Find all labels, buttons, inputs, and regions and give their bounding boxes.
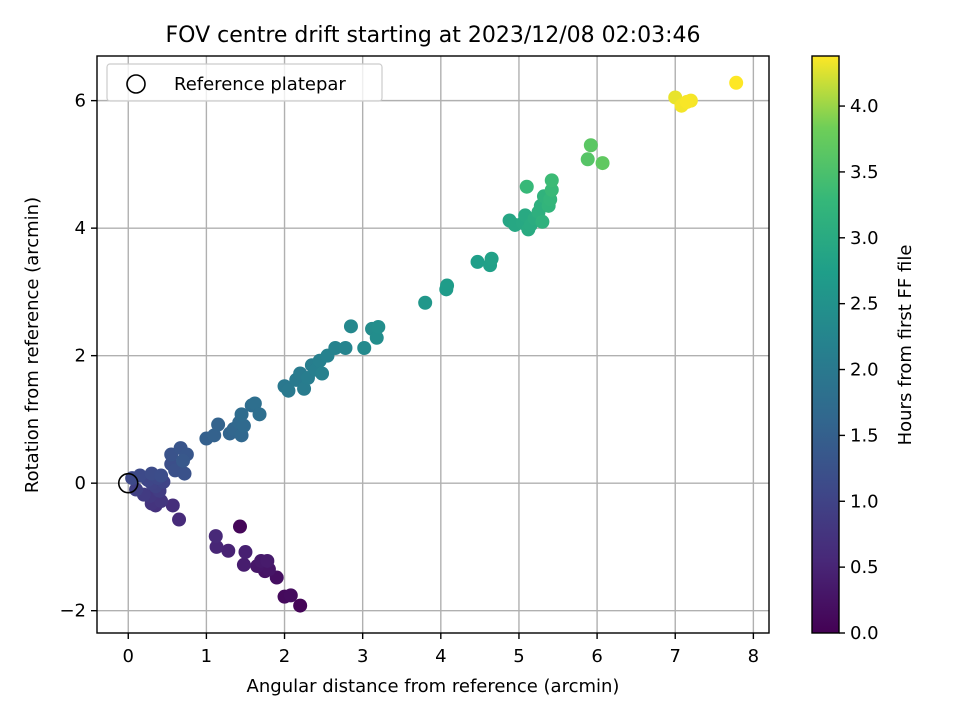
data-point bbox=[357, 341, 372, 356]
colorbar-tick-label: 1.5 bbox=[850, 425, 879, 446]
chart-title: FOV centre drift starting at 2023/12/08 … bbox=[166, 23, 701, 48]
x-axis-ticks: 0 1 2 3 4 5 6 7 8 bbox=[123, 633, 759, 667]
data-point bbox=[281, 383, 296, 398]
data-point bbox=[440, 278, 455, 293]
x-tick-label: 5 bbox=[513, 646, 524, 667]
scatter-points bbox=[125, 75, 744, 613]
x-tick-label: 4 bbox=[435, 646, 446, 667]
data-point bbox=[293, 598, 308, 613]
y-tick-label: 0 bbox=[75, 473, 86, 494]
y-tick-label: 6 bbox=[75, 91, 86, 112]
y-axis-ticks: −2 0 2 4 6 bbox=[59, 91, 97, 622]
data-point bbox=[260, 553, 275, 568]
y-tick-label: 2 bbox=[75, 346, 86, 367]
colorbar-frame bbox=[811, 55, 840, 634]
colorbar-tick-label: 0.5 bbox=[850, 557, 879, 578]
x-tick-label: 7 bbox=[670, 646, 681, 667]
reference-marker-layer bbox=[117, 472, 139, 494]
data-point bbox=[154, 468, 169, 483]
data-point bbox=[211, 417, 226, 432]
data-point bbox=[328, 341, 343, 356]
data-point bbox=[208, 529, 223, 544]
data-point bbox=[484, 251, 499, 266]
legend-box bbox=[106, 63, 383, 102]
data-point bbox=[221, 543, 236, 558]
data-point bbox=[238, 545, 253, 560]
data-point bbox=[236, 418, 251, 433]
data-point bbox=[544, 173, 559, 188]
data-point bbox=[236, 557, 251, 572]
colorbar-tick-label: 1.0 bbox=[850, 491, 879, 512]
data-point bbox=[252, 407, 267, 422]
plot-area: 0 1 2 3 4 5 6 7 8 −2 0 2 4 6 bbox=[59, 55, 770, 667]
data-point bbox=[583, 138, 598, 153]
data-point bbox=[679, 94, 694, 109]
data-point bbox=[207, 428, 222, 443]
data-point bbox=[371, 319, 386, 334]
colorbar-tick-label: 2.0 bbox=[850, 360, 879, 381]
y-tick-label: −2 bbox=[59, 601, 86, 622]
x-tick-label: 1 bbox=[201, 646, 212, 667]
data-point bbox=[165, 498, 180, 513]
data-point bbox=[580, 152, 595, 167]
x-tick-label: 3 bbox=[357, 646, 368, 667]
x-axis-label: Angular distance from reference (arcmin) bbox=[247, 676, 620, 697]
colorbar: 0.0 0.5 1.0 1.5 2.0 2.5 3.0 3.5 4.0 Hours from f… bbox=[811, 55, 916, 644]
legend-label-reference: Reference platepar bbox=[174, 74, 346, 95]
legend-marker-reference bbox=[126, 74, 146, 94]
data-point bbox=[247, 396, 262, 411]
data-point bbox=[232, 519, 247, 534]
data-point bbox=[519, 179, 534, 194]
data-point bbox=[729, 75, 744, 90]
colorbar-tick-label: 3.0 bbox=[850, 228, 879, 249]
data-point bbox=[177, 466, 192, 481]
data-point bbox=[209, 539, 224, 554]
data-point bbox=[234, 407, 249, 422]
colorbar-tick-label: 2.5 bbox=[850, 294, 879, 315]
data-point bbox=[343, 319, 358, 334]
data-point bbox=[283, 588, 298, 603]
data-point bbox=[369, 330, 384, 345]
x-tick-label: 2 bbox=[279, 646, 290, 667]
data-point bbox=[315, 366, 330, 381]
reference-platepar-marker bbox=[117, 472, 139, 494]
colorbar-gradient bbox=[812, 56, 839, 633]
x-tick-label: 0 bbox=[123, 646, 134, 667]
data-point bbox=[544, 182, 559, 197]
plot-frame bbox=[96, 55, 770, 634]
data-point bbox=[175, 453, 190, 468]
legend: Reference platepar bbox=[106, 63, 383, 102]
colorbar-ticks: 0.0 0.5 1.0 1.5 2.0 2.5 3.0 3.5 4.0 bbox=[839, 96, 879, 644]
grid bbox=[97, 56, 769, 633]
data-point bbox=[595, 156, 610, 171]
x-tick-label: 6 bbox=[591, 646, 602, 667]
data-point bbox=[297, 381, 312, 396]
data-point bbox=[470, 254, 485, 269]
colorbar-tick-label: 3.5 bbox=[850, 162, 879, 183]
data-point bbox=[338, 341, 353, 356]
x-tick-label: 8 bbox=[748, 646, 759, 667]
y-tick-label: 4 bbox=[75, 218, 86, 239]
colorbar-tick-label: 0.0 bbox=[850, 623, 879, 644]
data-point bbox=[172, 512, 187, 527]
data-point bbox=[535, 214, 550, 229]
data-point bbox=[418, 295, 433, 310]
y-axis-label: Rotation from reference (arcmin) bbox=[22, 197, 43, 493]
colorbar-label: Hours from first FF file bbox=[895, 245, 916, 446]
colorbar-tick-label: 4.0 bbox=[850, 96, 879, 117]
